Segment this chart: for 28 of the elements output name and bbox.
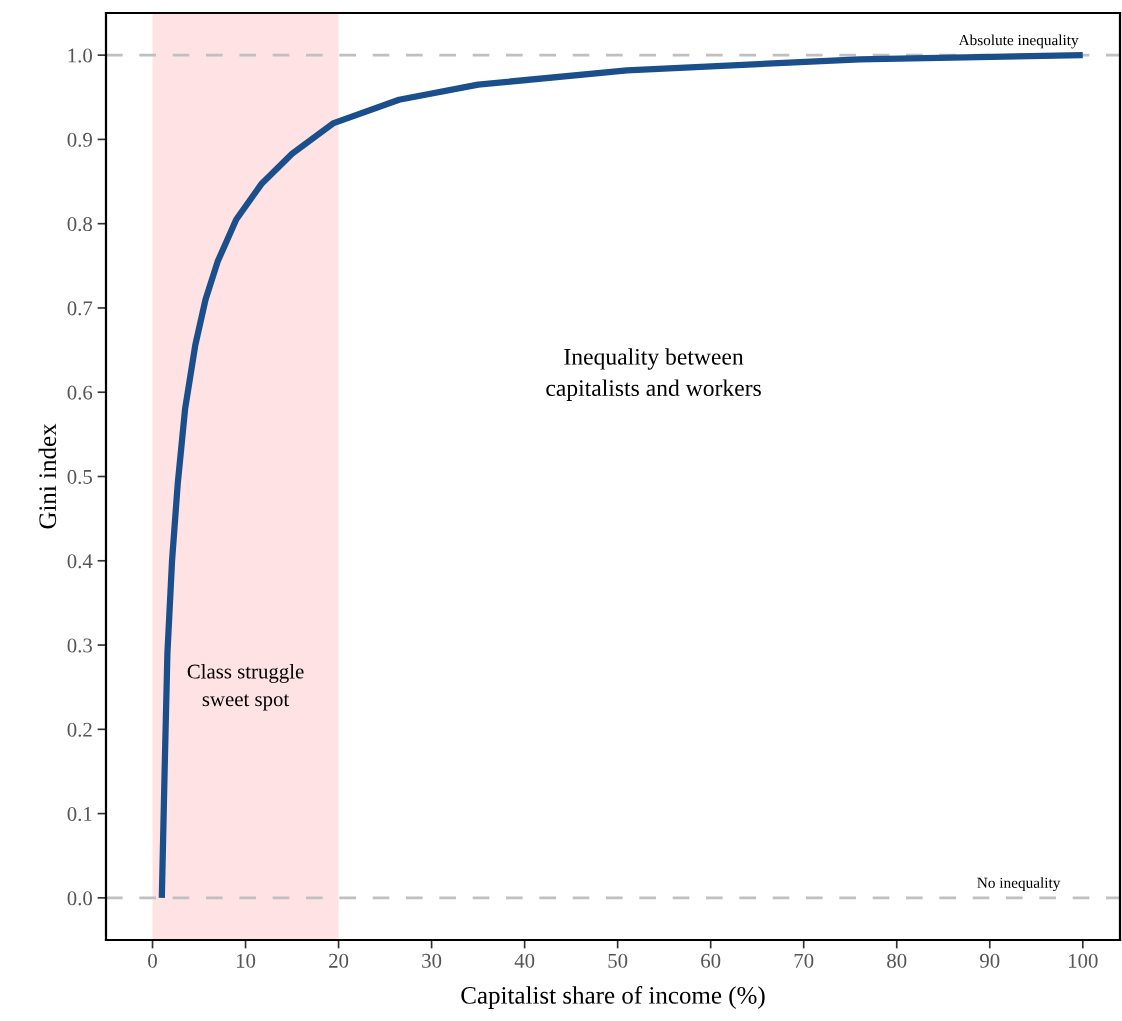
y-tick-label: 0.8 xyxy=(67,217,93,232)
y-tick-label: 1.0 xyxy=(68,48,93,63)
y-tick-label: 0.9 xyxy=(67,132,92,147)
x-tick-label: 80 xyxy=(887,953,907,968)
x-tick-label: 90 xyxy=(980,953,1000,968)
y-axis-title: Gini index xyxy=(38,423,57,529)
x-tick-label: 70 xyxy=(794,953,814,968)
y-tick-label: 0.2 xyxy=(67,722,92,737)
y-tick-label: 0.5 xyxy=(67,469,92,485)
y-tick-label: 0.7 xyxy=(67,301,93,316)
x-tick-label: 10 xyxy=(236,953,256,968)
x-tick-label: 0 xyxy=(148,953,157,968)
y-tick-label: 0.6 xyxy=(67,385,93,400)
ref-line-label: No inequality xyxy=(977,877,1061,892)
x-axis-title: Capitalist share of income (%) xyxy=(461,985,765,1009)
x-tick-label: 50 xyxy=(608,953,628,968)
y-tick-label: 0.3 xyxy=(67,638,92,653)
y-tick-label: 0.1 xyxy=(67,806,92,822)
y-tick-label: 0.0 xyxy=(67,891,93,906)
y-tick-label: 0.4 xyxy=(67,554,93,569)
ref-line-label: Absolute inequality xyxy=(958,34,1079,49)
x-tick-label: 20 xyxy=(329,953,349,968)
band-label: Class struggle sweet spot xyxy=(187,663,304,711)
annotation: Inequality between capitalists and workers xyxy=(546,348,761,401)
x-tick-label: 60 xyxy=(701,953,721,968)
x-tick-label: 100 xyxy=(1069,953,1098,968)
x-tick-label: 30 xyxy=(422,953,442,968)
x-tick-label: 40 xyxy=(514,953,535,968)
